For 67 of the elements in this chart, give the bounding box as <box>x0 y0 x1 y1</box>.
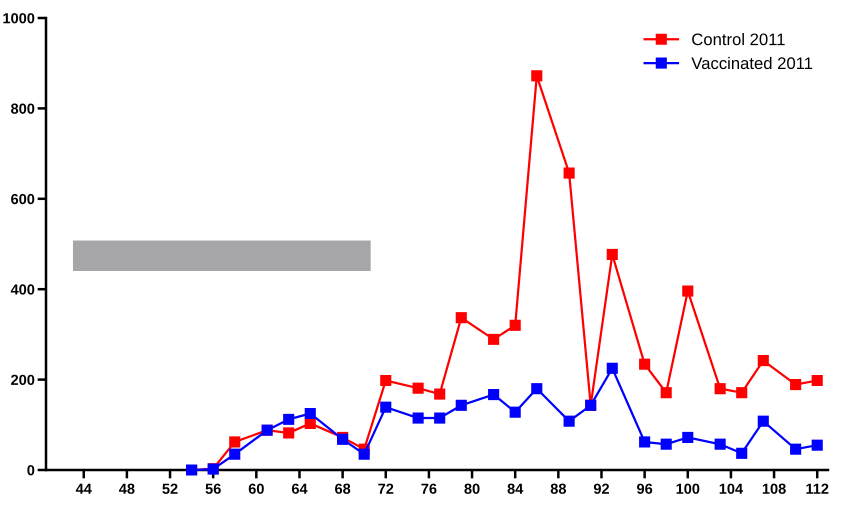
x-tick-label: 100 <box>676 484 700 494</box>
point <box>358 448 370 460</box>
point <box>736 387 748 398</box>
point <box>639 358 650 370</box>
x-tick-label: 44 <box>76 484 92 494</box>
point <box>812 374 823 386</box>
point <box>510 320 521 331</box>
legend-label: Control 2011 <box>692 33 785 46</box>
point <box>606 362 618 374</box>
point <box>412 412 424 424</box>
y-tick-label: 800 <box>11 104 34 114</box>
y-tick-label: 0 <box>27 465 34 476</box>
y-tick-label: 1000 <box>3 13 34 24</box>
point <box>488 388 500 400</box>
x-tick-label: 64 <box>292 484 308 494</box>
point <box>790 444 802 455</box>
point <box>229 436 240 448</box>
point <box>488 334 500 345</box>
point <box>380 402 392 413</box>
point <box>758 416 769 427</box>
point <box>564 416 575 427</box>
point <box>434 412 446 424</box>
x-tick-label: 68 <box>335 484 350 494</box>
x-tick-label: 56 <box>206 484 221 494</box>
point <box>682 432 694 444</box>
point <box>714 383 726 394</box>
point <box>736 448 748 459</box>
y-tick-label: 400 <box>10 284 34 295</box>
x-tick-label: 88 <box>550 484 566 494</box>
point <box>714 438 726 450</box>
legend-label: Vaccinated 2011 <box>691 56 812 70</box>
x-tick-label: 108 <box>762 484 786 494</box>
y-tick-label: 200 <box>11 374 34 386</box>
point <box>283 414 294 425</box>
point <box>412 382 424 394</box>
y-tick-label: 600 <box>11 194 34 204</box>
x-tick-label: 96 <box>637 484 652 494</box>
point <box>758 355 769 366</box>
point <box>510 406 521 418</box>
x-tick-label: 84 <box>508 484 524 494</box>
x-tick-label: 92 <box>594 484 610 494</box>
point <box>660 438 672 450</box>
point <box>531 70 542 82</box>
point <box>283 427 294 438</box>
point <box>456 400 467 411</box>
x-tick-label: 60 <box>248 484 264 494</box>
x-tick-label: 104 <box>720 484 744 494</box>
point <box>304 418 316 429</box>
point <box>606 248 618 260</box>
x-tick-label: 48 <box>119 484 135 494</box>
point <box>434 388 446 400</box>
x-tick-label: 72 <box>378 484 394 494</box>
point <box>229 448 240 460</box>
point <box>564 167 575 179</box>
point <box>682 285 694 297</box>
x-tick-label: 76 <box>421 484 436 494</box>
x-tick-label: 80 <box>464 484 480 494</box>
point <box>639 436 650 448</box>
point <box>380 374 392 386</box>
point <box>531 383 542 394</box>
point <box>304 408 316 420</box>
x-tick-label: 112 <box>806 484 828 494</box>
point <box>790 379 802 390</box>
x-tick-label: 52 <box>162 484 178 494</box>
point <box>812 440 823 451</box>
point <box>660 387 672 398</box>
point <box>456 312 467 324</box>
